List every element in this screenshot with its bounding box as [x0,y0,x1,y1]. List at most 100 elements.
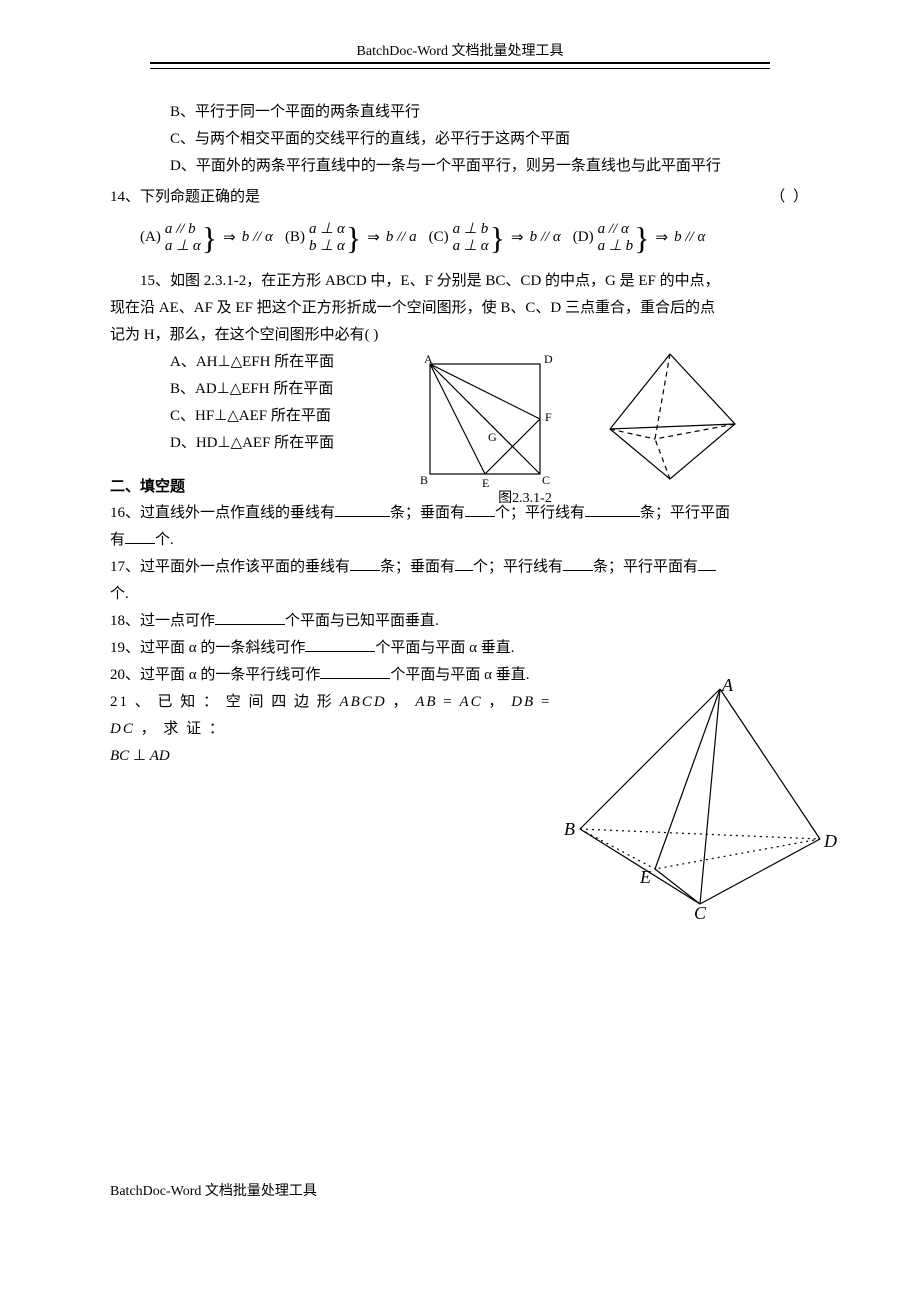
q14-c-top: a ⊥ b [453,221,489,238]
q16-t3: 个；平行线有 [495,505,585,521]
q14-option-c: (C) a ⊥ b a ⊥ α } ⇒ b // α [429,221,561,254]
q15-option-d: D、HD⊥△AEF 所在平面 [110,430,420,457]
q20-t1: 20、过平面 α 的一条平行线可作 [110,667,320,683]
blank [215,609,285,625]
q14-a-top: a // b [165,221,201,238]
q19: 19、过平面 α 的一条斜线可作 个平面与平面 α 垂直. [110,635,810,662]
q14-a-bot: a ⊥ α [165,238,201,255]
q14-c-bot: a ⊥ α [453,238,489,255]
page-footer: BatchDoc-Word 文档批量处理工具 [110,1180,317,1200]
q14-c-concl: b // α [530,229,561,246]
q21-eq1eq: = [438,694,460,710]
q21-conclusion: BC ⊥ AD [110,743,570,770]
q15-stem-line3: 记为 H，那么，在这个空间图形中必有( ) [110,322,810,349]
q14-stem: 14、下列命题正确的是 [110,184,260,211]
q21-t4: ， 求 证 ： [135,721,226,737]
fig-label-D: D [544,352,553,366]
q14-b-bot: b ⊥ α [309,238,345,255]
blank [563,555,593,571]
q21-stem: 21 、 已 知 ： 空 间 四 边 形 ABCD ， AB = AC ， DB… [110,689,570,743]
header-rule-top [150,62,770,64]
q13-option-c: C、与两个相交平面的交线平行的直线，必平行于这两个平面 [110,126,810,153]
arrow-icon: ⇒ [511,228,524,247]
arrow-icon: ⇒ [656,228,669,247]
q14-b-concl: b // a [386,229,417,246]
q21-abcd: ABCD [340,694,387,710]
tetra-label-B: B [564,819,575,839]
q14-paren: （ ） [770,184,810,211]
q15-stem-line1: 15、如图 2.3.1-2，在正方形 ABCD 中，E、F 分别是 BC、CD … [110,268,810,295]
figure-caption: 图2.3.1-2 [450,487,600,507]
q21-eq2a: DB [511,694,535,710]
q14-d-top: a // α [598,221,634,238]
q14-d-bot: a ⊥ b [598,238,634,255]
figure-tetrahedron: A B D C E [560,679,840,924]
q17-t4: 条；平行平面有 [593,559,698,575]
q21-t3: ， [483,694,512,710]
q16-t5: 有 [110,532,125,548]
blank [320,663,390,679]
q14-label-b: (B) [285,229,305,246]
q21-concl-perp: ⊥ [129,748,150,764]
tetra-label-C: C [694,903,707,919]
brace-icon: } [202,222,217,254]
brace-icon: } [634,222,649,254]
q14-b-top: a ⊥ α [309,221,345,238]
tetra-label-D: D [823,831,837,851]
q21-eq2b: DC [110,721,135,737]
q14-option-a: (A) a // b a ⊥ α } ⇒ b // α [140,221,273,254]
q21-eq1b: AC [460,694,483,710]
blank [305,636,375,652]
q14-option-b: (B) a ⊥ α b ⊥ α } ⇒ b // a [285,221,417,254]
blank [698,555,716,571]
q14-label-c: (C) [429,229,449,246]
blank [455,555,473,571]
q14-a-concl: b // α [242,229,273,246]
q21-concl-a: BC [110,748,129,764]
q21-eq1a: AB [415,694,437,710]
tetra-label-A: A [721,679,734,695]
q19-t2: 个平面与平面 α 垂直. [375,640,514,656]
blank [350,555,380,571]
q21-t2: ， [387,694,416,710]
q17: 17、过平面外一点作该平面的垂线有 条；垂面有 个；平行线有 条；平行平面有 个. [110,554,810,608]
q21-t1: 21 、 已 知 ： 空 间 四 边 形 [110,694,340,710]
q17-t1: 17、过平面外一点作该平面的垂线有 [110,559,350,575]
blank [335,501,390,517]
q14-label-a: (A) [140,229,161,246]
q20-t2: 个平面与平面 α 垂直. [390,667,529,683]
figure-2-3-1-2: A D B C E F G 图2.3.1-2 [410,349,750,507]
page-header: BatchDoc-Word 文档批量处理工具 [110,40,810,60]
q17-t5: 个. [110,586,129,602]
q18: 18、过一点可作个平面与已知平面垂直. [110,608,810,635]
q17-t3: 个；平行线有 [473,559,563,575]
fig-label-B: B [420,473,428,487]
q16-t1: 16、过直线外一点作直线的垂线有 [110,505,335,521]
q15-option-c: C、HF⊥△AEF 所在平面 [110,403,420,430]
q16-t6: 个. [155,532,174,548]
header-rule-bottom [150,68,770,69]
q14-option-d: (D) a // α a ⊥ b } ⇒ b // α [573,221,706,254]
q21-concl-b: AD [150,748,170,764]
q16-t4: 条；平行平面 [640,505,730,521]
fig-label-G: G [488,430,497,444]
q17-t2: 条；垂面有 [380,559,455,575]
q14-d-concl: b // α [674,229,705,246]
fig-label-A: A [424,352,433,366]
q19-t1: 19、过平面 α 的一条斜线可作 [110,640,305,656]
q13-option-b: B、平行于同一个平面的两条直线平行 [110,99,810,126]
q16: 16、过直线外一点作直线的垂线有 条；垂面有 个；平行线有 条；平行平面 有 个. [110,500,810,554]
fig-label-E: E [482,476,489,489]
q16-t2: 条；垂面有 [390,505,465,521]
q15-option-b: B、AD⊥△EFH 所在平面 [110,376,420,403]
q21-eq2eq: = [535,694,551,710]
q14-options-row: (A) a // b a ⊥ α } ⇒ b // α (B) a ⊥ α b … [140,221,810,254]
brace-icon: } [346,222,361,254]
fig-label-C: C [542,473,550,487]
q18-t2: 个平面与已知平面垂直. [285,613,439,629]
q15-option-a: A、AH⊥△EFH 所在平面 [110,349,420,376]
q15-stem-line2: 现在沿 AE、AF 及 EF 把这个正方形折成一个空间图形，使 B、C、D 三点… [110,295,810,322]
tetra-label-E: E [639,867,651,887]
q13-option-d: D、平面外的两条平行直线中的一条与一个平面平行，则另一条直线也与此平面平行 [110,153,810,180]
blank [125,528,155,544]
